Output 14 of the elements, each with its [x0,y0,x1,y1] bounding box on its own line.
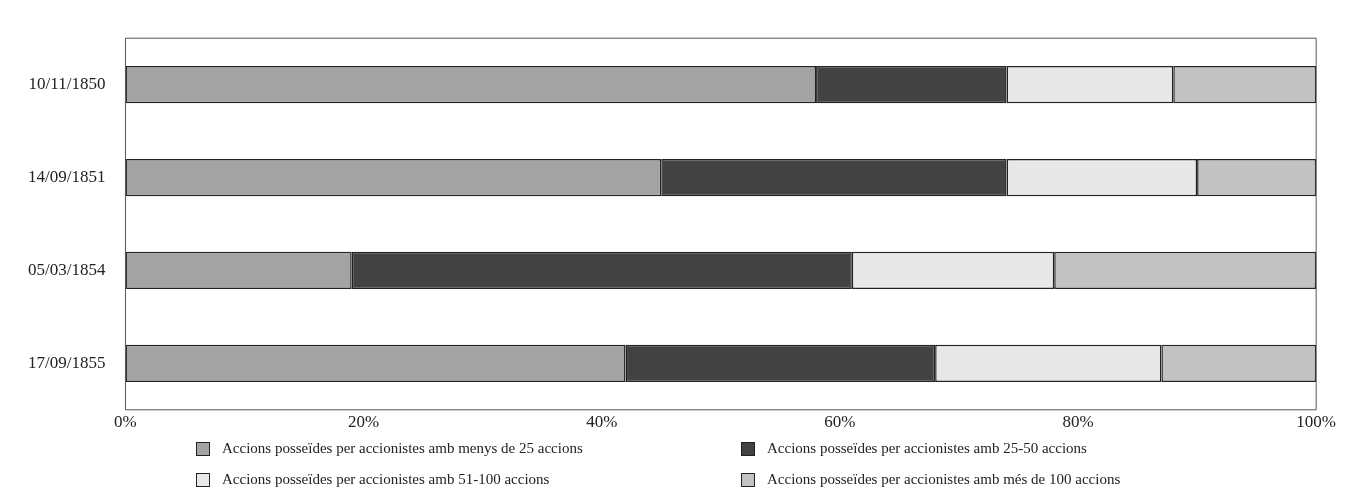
legend-label: Accions posseïdes per accionistes amb més de 100 accions [767,471,1121,488]
y-tick-label: 05/03/1854 [27,259,106,279]
x-tick-label: 40% [586,412,618,432]
x-tick-label: 60% [824,412,856,432]
y-tick-label: 17/09/1855 [27,352,106,372]
x-tick-label: 0% [114,412,137,432]
y-tick-label: 10/11/1850 [28,74,106,94]
x-tick-label: 80% [1062,412,1094,432]
x-tick-label: 100% [1296,412,1337,432]
legend-label: Accions posseïdes per accionistes amb 25-50 accions [767,440,1087,457]
legend-label: Accions posseïdes per accionistes amb 51-100 accions [222,471,550,488]
x-tick-label: 20% [348,412,380,432]
legend-label: Accions posseïdes per accionistes amb menys de 25 accions [222,440,583,457]
y-tick-label: 14/09/1851 [27,167,106,187]
